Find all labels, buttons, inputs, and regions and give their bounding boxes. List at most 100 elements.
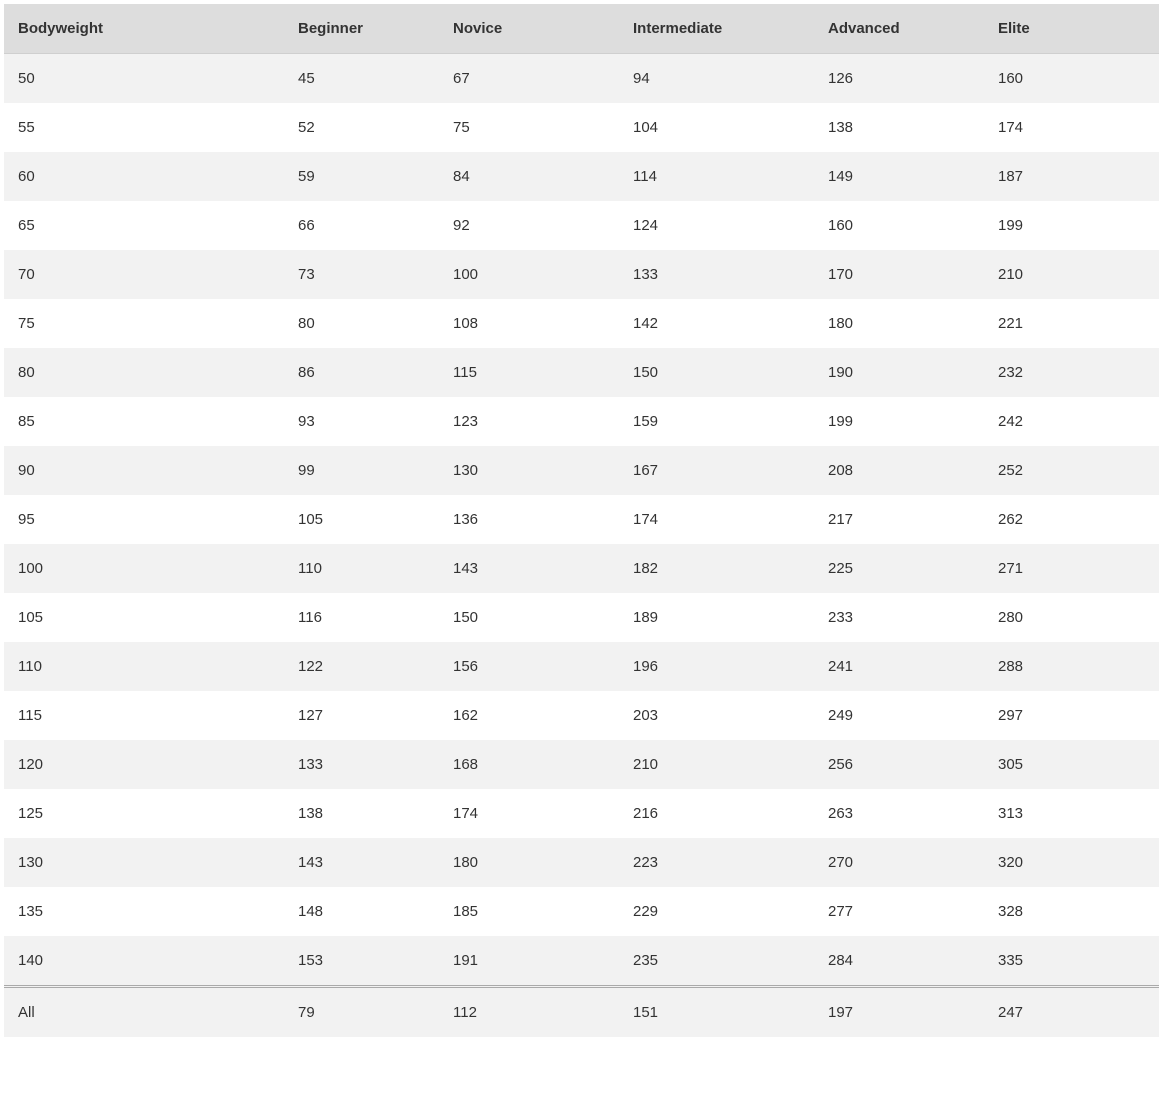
table-body: 5045679412616055527510413817460598411414… <box>4 54 1159 987</box>
table-cell: 138 <box>284 789 439 838</box>
table-cell: 235 <box>619 936 814 987</box>
table-cell: 241 <box>814 642 984 691</box>
table-row: 130143180223270320 <box>4 838 1159 887</box>
table-cell: 92 <box>439 201 619 250</box>
table-row: 9099130167208252 <box>4 446 1159 495</box>
table-cell: 153 <box>284 936 439 987</box>
table-cell: 229 <box>619 887 814 936</box>
table-cell: 143 <box>284 838 439 887</box>
table-row: 95105136174217262 <box>4 495 1159 544</box>
table-cell: 104 <box>619 103 814 152</box>
table-cell: 110 <box>284 544 439 593</box>
col-header-elite: Elite <box>984 4 1159 54</box>
table-cell: 99 <box>284 446 439 495</box>
table-cell: 170 <box>814 250 984 299</box>
table-cell: 249 <box>814 691 984 740</box>
table-cell: 297 <box>984 691 1159 740</box>
table-row: 8086115150190232 <box>4 348 1159 397</box>
table-row: 125138174216263313 <box>4 789 1159 838</box>
table-cell: 93 <box>284 397 439 446</box>
table-cell: 67 <box>439 54 619 104</box>
table-footer-row: All 79 112 151 197 247 <box>4 987 1159 1038</box>
table-row: 115127162203249297 <box>4 691 1159 740</box>
table-cell: 277 <box>814 887 984 936</box>
col-header-bodyweight: Bodyweight <box>4 4 284 54</box>
col-header-beginner: Beginner <box>284 4 439 54</box>
table-cell: 120 <box>4 740 284 789</box>
table-cell: 100 <box>4 544 284 593</box>
table-cell: 86 <box>284 348 439 397</box>
table-cell: 122 <box>284 642 439 691</box>
table-cell: 208 <box>814 446 984 495</box>
table-cell: 159 <box>619 397 814 446</box>
table-cell: 305 <box>984 740 1159 789</box>
table-cell: 116 <box>284 593 439 642</box>
table-cell: 328 <box>984 887 1159 936</box>
table-cell: 140 <box>4 936 284 987</box>
table-row: 555275104138174 <box>4 103 1159 152</box>
table-row: 120133168210256305 <box>4 740 1159 789</box>
table-row: 105116150189233280 <box>4 593 1159 642</box>
table-row: 7073100133170210 <box>4 250 1159 299</box>
table-cell: 174 <box>619 495 814 544</box>
table-cell: 136 <box>439 495 619 544</box>
footer-cell: 197 <box>814 987 984 1038</box>
table-cell: 167 <box>619 446 814 495</box>
table-cell: 252 <box>984 446 1159 495</box>
table-cell: 133 <box>619 250 814 299</box>
table-row: 605984114149187 <box>4 152 1159 201</box>
table-row: 50456794126160 <box>4 54 1159 104</box>
table-cell: 156 <box>439 642 619 691</box>
table-cell: 210 <box>619 740 814 789</box>
table-cell: 52 <box>284 103 439 152</box>
table-row: 100110143182225271 <box>4 544 1159 593</box>
table-row: 656692124160199 <box>4 201 1159 250</box>
table-cell: 223 <box>619 838 814 887</box>
table-cell: 70 <box>4 250 284 299</box>
table-cell: 84 <box>439 152 619 201</box>
table-header-row: Bodyweight Beginner Novice Intermediate … <box>4 4 1159 54</box>
table-cell: 126 <box>814 54 984 104</box>
table-cell: 138 <box>814 103 984 152</box>
table-cell: 105 <box>284 495 439 544</box>
table-cell: 174 <box>439 789 619 838</box>
table-cell: 135 <box>4 887 284 936</box>
table-cell: 149 <box>814 152 984 201</box>
table-cell: 216 <box>619 789 814 838</box>
table-cell: 105 <box>4 593 284 642</box>
table-cell: 45 <box>284 54 439 104</box>
strength-standards-table: Bodyweight Beginner Novice Intermediate … <box>4 4 1159 1037</box>
table-cell: 191 <box>439 936 619 987</box>
col-header-intermediate: Intermediate <box>619 4 814 54</box>
table-row: 8593123159199242 <box>4 397 1159 446</box>
table-cell: 143 <box>439 544 619 593</box>
table-cell: 180 <box>439 838 619 887</box>
table-cell: 182 <box>619 544 814 593</box>
table-cell: 174 <box>984 103 1159 152</box>
table-cell: 162 <box>439 691 619 740</box>
table-cell: 85 <box>4 397 284 446</box>
table-cell: 127 <box>284 691 439 740</box>
table-cell: 203 <box>619 691 814 740</box>
table-cell: 196 <box>619 642 814 691</box>
table-cell: 59 <box>284 152 439 201</box>
col-header-advanced: Advanced <box>814 4 984 54</box>
table-row: 7580108142180221 <box>4 299 1159 348</box>
table-cell: 187 <box>984 152 1159 201</box>
table-cell: 335 <box>984 936 1159 987</box>
table-cell: 256 <box>814 740 984 789</box>
table-cell: 108 <box>439 299 619 348</box>
table-cell: 221 <box>984 299 1159 348</box>
table-cell: 233 <box>814 593 984 642</box>
table-cell: 150 <box>619 348 814 397</box>
table-cell: 100 <box>439 250 619 299</box>
col-header-novice: Novice <box>439 4 619 54</box>
table-cell: 199 <box>814 397 984 446</box>
table-cell: 65 <box>4 201 284 250</box>
table-cell: 150 <box>439 593 619 642</box>
table-cell: 75 <box>4 299 284 348</box>
table-cell: 280 <box>984 593 1159 642</box>
table-cell: 313 <box>984 789 1159 838</box>
table-cell: 114 <box>619 152 814 201</box>
table-cell: 225 <box>814 544 984 593</box>
